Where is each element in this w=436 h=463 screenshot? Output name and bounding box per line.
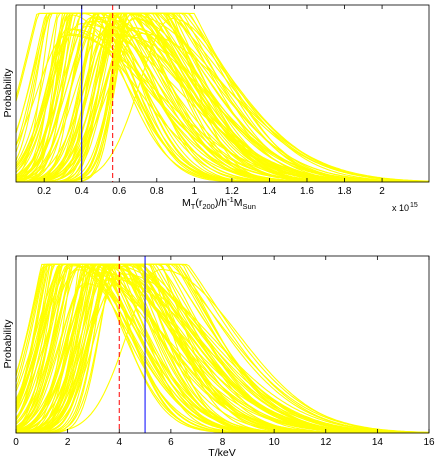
bottom-probability-curve bbox=[16, 273, 430, 434]
chart-top: 0.2 0.4 0.6 0.8 1 1.2 1.4 1.6 1.8 2 Probability M… bbox=[2, 4, 430, 213]
top-curves-group bbox=[15, 12, 430, 183]
top-plot-frame bbox=[15, 4, 430, 183]
top-x-scale-label: x 1015 bbox=[392, 202, 418, 213]
bottom-x-tick-label: 14 bbox=[372, 437, 384, 448]
top-x-tick-label: 1.6 bbox=[300, 186, 314, 197]
top-x-tick-label: 0.8 bbox=[150, 186, 164, 197]
bottom-x-tick-label: 8 bbox=[220, 437, 226, 448]
bottom-curves-group bbox=[15, 263, 430, 434]
bottom-probability-curve bbox=[16, 265, 430, 434]
bottom-x-tick-label: 6 bbox=[168, 437, 174, 448]
top-x-tick-label: 1 bbox=[192, 186, 198, 197]
bottom-x-tick-label: 4 bbox=[116, 437, 122, 448]
bottom-x-tick-label: 2 bbox=[65, 437, 71, 448]
bottom-x-tick-label: 10 bbox=[269, 437, 281, 448]
bottom-x-tick-label: 0 bbox=[13, 437, 19, 448]
bottom-x-ticks: 0 2 4 6 8 10 12 14 16 bbox=[13, 256, 435, 448]
top-x-tick-label: 0.4 bbox=[75, 186, 89, 197]
top-probability-curve bbox=[16, 17, 429, 183]
top-y-axis-label: Probability bbox=[2, 68, 14, 118]
top-x-tick-label: 1.8 bbox=[338, 186, 352, 197]
bottom-x-tick-label: 12 bbox=[320, 437, 332, 448]
top-x-tick-label: 1.4 bbox=[262, 186, 276, 197]
top-markers-group bbox=[81, 5, 114, 182]
top-x-axis-label: MT(r200)/h-1MSun bbox=[182, 195, 256, 211]
top-x-tick-label: 0.2 bbox=[37, 186, 51, 197]
bottom-probability-curve bbox=[16, 268, 430, 434]
bottom-y-axis-label: Probability bbox=[2, 319, 14, 369]
bottom-probability-curve bbox=[16, 263, 429, 434]
bottom-markers-group bbox=[118, 256, 146, 433]
top-probability-curve bbox=[16, 12, 429, 183]
top-x-ticks: 0.2 0.4 0.6 0.8 1 1.2 1.4 1.6 1.8 2 bbox=[37, 5, 385, 197]
top-x-tick-label: 1.2 bbox=[225, 186, 239, 197]
bottom-probability-curve bbox=[16, 263, 429, 434]
top-x-tick-label: 0.6 bbox=[112, 186, 126, 197]
chart-bottom: 0 2 4 6 8 10 12 14 16 Probability T/keV bbox=[2, 255, 435, 459]
bottom-x-axis-label: T/keV bbox=[208, 447, 235, 459]
top-x-tick-label: 2 bbox=[379, 186, 385, 197]
top-probability-curve bbox=[16, 12, 429, 183]
bottom-x-tick-label: 16 bbox=[423, 437, 435, 448]
